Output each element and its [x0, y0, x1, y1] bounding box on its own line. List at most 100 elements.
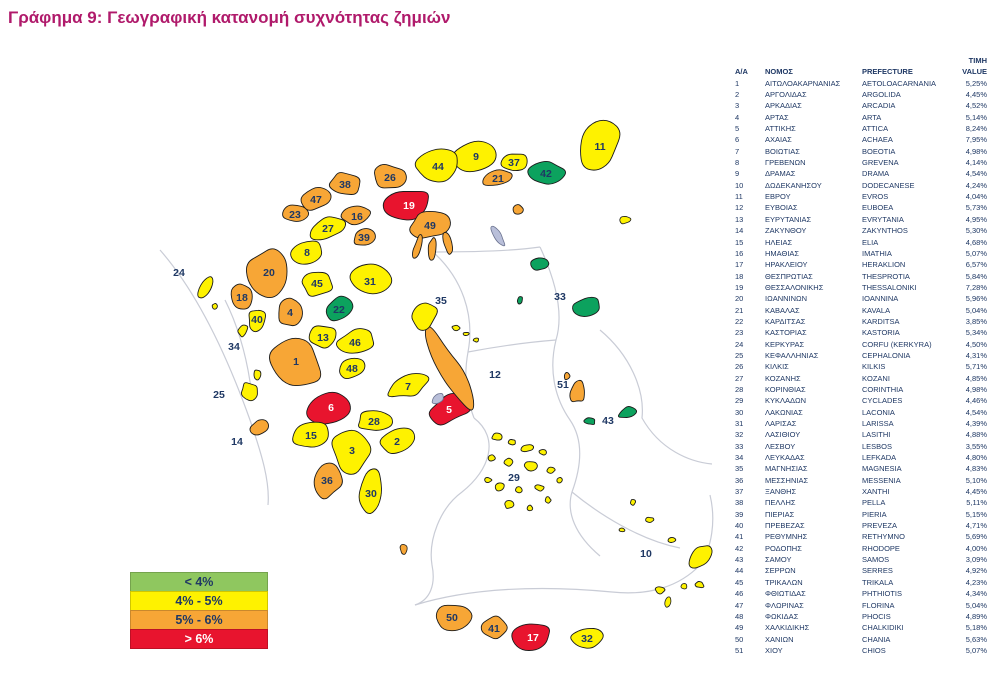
cell-value: 4,85% [965, 373, 987, 383]
cell-value: 4,54% [965, 407, 987, 417]
region-36 [313, 462, 343, 500]
cell-value: 4,95% [965, 214, 987, 224]
region-label-16: 16 [351, 211, 363, 223]
cell-prefecture: LESBOS [862, 441, 893, 451]
cell-id: 51 [735, 645, 744, 655]
table-row: 4 ΑΡΤΑΣ ARTA 5,14% [735, 112, 987, 123]
region-33 [516, 296, 523, 305]
region-34 [237, 324, 249, 338]
cell-value: 4,83% [965, 464, 987, 474]
region-46 [335, 328, 375, 354]
cell-value: 5,10% [965, 475, 987, 485]
cell-nomos: ΔΡΑΜΑΣ [765, 169, 796, 179]
region-10 [667, 536, 677, 543]
cell-value: 5,63% [965, 634, 987, 644]
region-30 [358, 468, 382, 515]
cell-prefecture: DRAMA [862, 169, 890, 179]
cell-nomos: ΑΡΓΟΛΙΔΑΣ [765, 90, 807, 100]
table-row: 28 ΚΟΡΙΝΘΙΑΣ CORINTHIA 4,98% [735, 384, 987, 395]
region-29 [503, 457, 514, 467]
region-label-19: 19 [403, 200, 415, 212]
region-label-42: 42 [540, 168, 552, 180]
table-row: 10 ΔΩΔΕΚΑΝΗΣΟΥ DODECANESE 4,24% [735, 180, 987, 191]
cell-id: 17 [735, 260, 744, 270]
cell-value: 4,00% [965, 543, 987, 553]
cell-prefecture: CORFU (KERKYRA) [862, 339, 932, 349]
table-row: 21 ΚΑΒΑΛΑΣ KAVALA 5,04% [735, 305, 987, 316]
table-row: 35 ΜΑΓΝΗΣΙΑΣ MAGNESIA 4,83% [735, 463, 987, 474]
table-row: 47 ΦΛΩΡΙΝΑΣ FLORINA 5,04% [735, 600, 987, 611]
cell-value: 4,80% [965, 453, 987, 463]
region-21 [512, 204, 524, 215]
cell-value: 4,88% [965, 430, 987, 440]
region-label-48: 48 [346, 363, 358, 375]
region-label-1: 1 [293, 356, 299, 368]
cell-nomos: ΔΩΔΕΚΑΝΗΣΟΥ [765, 180, 822, 190]
map-extra-shape [664, 596, 672, 608]
cell-nomos: ΧΙΟΥ [765, 645, 783, 655]
region-29 [484, 477, 493, 483]
cell-nomos: ΑΤΤΙΚΗΣ [765, 124, 796, 134]
region-35 [451, 324, 461, 332]
cell-nomos: ΡΕΘΥΜΝΗΣ [765, 532, 808, 542]
table-row: 19 ΘΕΣΣΑΛΟΝΙΚΗΣ THESSALONIKI 7,28% [735, 282, 987, 293]
cell-id: 2 [735, 90, 740, 100]
cell-prefecture: TRIKALA [862, 577, 894, 587]
region-label-46: 46 [349, 337, 361, 349]
cell-value: 4,14% [965, 158, 987, 168]
region-18 [230, 283, 253, 310]
table-row: 15 ΗΛΕΙΑΣ ELIA 4,68% [735, 237, 987, 248]
cell-nomos: ΛΑΚΩΝΙΑΣ [765, 407, 803, 417]
cell-id: 8 [735, 158, 740, 168]
region-27 [309, 216, 347, 241]
legend-item-green: < 4% [130, 572, 268, 591]
cell-prefecture: FLORINA [862, 600, 895, 610]
cell-nomos: ΠΕΛΛΗΣ [765, 498, 796, 508]
cell-nomos: ΚΙΛΚΙΣ [765, 362, 789, 372]
cell-id: 3 [735, 101, 740, 111]
spacer [735, 55, 765, 66]
region-33 [572, 296, 600, 317]
table-row: 25 ΚΕΦΑΛΛΗΝΙΑΣ CEPHALONIA 4,31% [735, 350, 987, 361]
prefecture-table: ΤΙΜΗ Α/Α ΝΟΜΟΣ PREFECTURE VALUE 1 ΑΙΤΩΛΟΑΚΑΡΝΑ… [735, 55, 987, 656]
cell-value: 5,25% [965, 78, 987, 88]
cell-value: 5,69% [965, 532, 987, 542]
cell-value: 4,39% [965, 419, 987, 428]
cell-value: 4,46% [965, 396, 987, 406]
table-row: 32 ΛΑΣΙΘΙΟΥ LASITHI 4,88% [735, 429, 987, 440]
cell-prefecture: ACHAEA [862, 135, 893, 145]
cell-value: 4,24% [965, 180, 987, 190]
legend-item-yellow: 4% - 5% [130, 591, 268, 610]
cell-nomos: ΕΥΡΥΤΑΝΙΑΣ [765, 214, 812, 224]
region-label-28: 28 [368, 416, 380, 428]
cell-nomos: ΑΡΚΑΔΙΑΣ [765, 101, 802, 111]
cell-id: 7 [735, 146, 740, 156]
cell-prefecture: LARISSA [862, 419, 894, 428]
table-row: 43 ΣΑΜΟΥ SAMOS 3,09% [735, 554, 987, 565]
cell-id: 41 [735, 532, 744, 542]
region-35 [411, 302, 438, 331]
table-row: 42 ΡΟΔΟΠΗΣ RHODOPE 4,00% [735, 543, 987, 554]
cell-prefecture: KARDITSA [862, 316, 900, 326]
cell-prefecture: ATTICA [862, 124, 889, 134]
cell-value: 4,54% [965, 169, 987, 179]
cell-value: 4,31% [965, 350, 987, 360]
region-label-5: 5 [446, 404, 452, 416]
table-row: 23 ΚΑΣΤΟΡΙΑΣ KASTORIA 5,34% [735, 327, 987, 338]
region-label-13: 13 [317, 332, 329, 344]
region-label-23: 23 [289, 209, 301, 221]
cell-prefecture: EVRYTANIA [862, 214, 904, 224]
cell-value: 4,45% [965, 90, 987, 100]
region-29 [520, 444, 535, 453]
header-value-line1: ΤΙΜΗ [968, 56, 987, 65]
region-29 [538, 449, 547, 456]
cell-value: 5,96% [965, 294, 987, 304]
table-row: 30 ΛΑΚΩΝΙΑΣ LACONIA 4,54% [735, 407, 987, 418]
cell-prefecture: LEFKADA [862, 453, 897, 463]
cell-prefecture: CHALKIDIKI [862, 623, 904, 633]
table-row: 44 ΣΕΡΡΩΝ SERRES 4,92% [735, 565, 987, 576]
region-10 [694, 581, 705, 589]
region-29 [504, 500, 515, 509]
cell-nomos: ΧΑΛΚΙΔΙΚΗΣ [765, 623, 810, 633]
cell-nomos: ΗΡΑΚΛΕΙΟΥ [765, 260, 808, 270]
